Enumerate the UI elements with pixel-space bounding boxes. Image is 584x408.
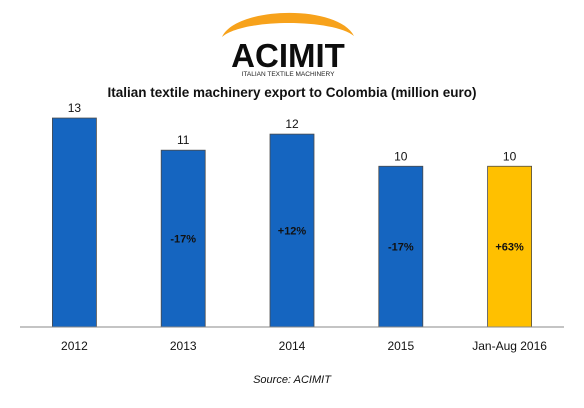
logo-tagline: ITALIAN TEXTILE MACHINERY bbox=[242, 71, 335, 78]
x-tick-label-1: 2013 bbox=[170, 339, 197, 353]
bar-chart: 13 2012 11 -17% 2013 12 +12% 2014 10 -17% 2015 10 +6… bbox=[20, 101, 564, 353]
bar-4 bbox=[487, 165, 533, 328]
chart-title: Italian textile machinery export to Colo… bbox=[107, 85, 477, 100]
x-tick-label-3: 2015 bbox=[387, 339, 414, 353]
change-label-2: +12% bbox=[278, 226, 307, 238]
acimit-logo: ACIMIT ITALIAN TEXTILE MACHINERY bbox=[222, 12, 354, 78]
x-tick-label-0: 2012 bbox=[61, 339, 88, 353]
bar-0 bbox=[52, 117, 97, 328]
x-tick-label-4: Jan-Aug 2016 bbox=[472, 339, 547, 353]
value-label-0: 13 bbox=[68, 101, 82, 115]
value-label-4: 10 bbox=[503, 149, 517, 163]
value-label-2: 12 bbox=[285, 117, 299, 131]
value-label-1: 11 bbox=[177, 133, 190, 147]
logo-arc-icon bbox=[222, 12, 354, 37]
bar-1 bbox=[160, 149, 206, 328]
change-label-3: -17% bbox=[388, 242, 414, 254]
logo-wordmark: ACIMIT bbox=[231, 37, 345, 74]
bar-2 bbox=[269, 133, 315, 328]
value-label-3: 10 bbox=[394, 149, 408, 163]
x-tick-label-2: 2014 bbox=[279, 339, 306, 353]
bar-3 bbox=[378, 165, 424, 328]
change-label-1: -17% bbox=[170, 234, 196, 246]
source-note: Source: ACIMIT bbox=[253, 374, 331, 386]
change-label-4: +63% bbox=[495, 242, 524, 254]
